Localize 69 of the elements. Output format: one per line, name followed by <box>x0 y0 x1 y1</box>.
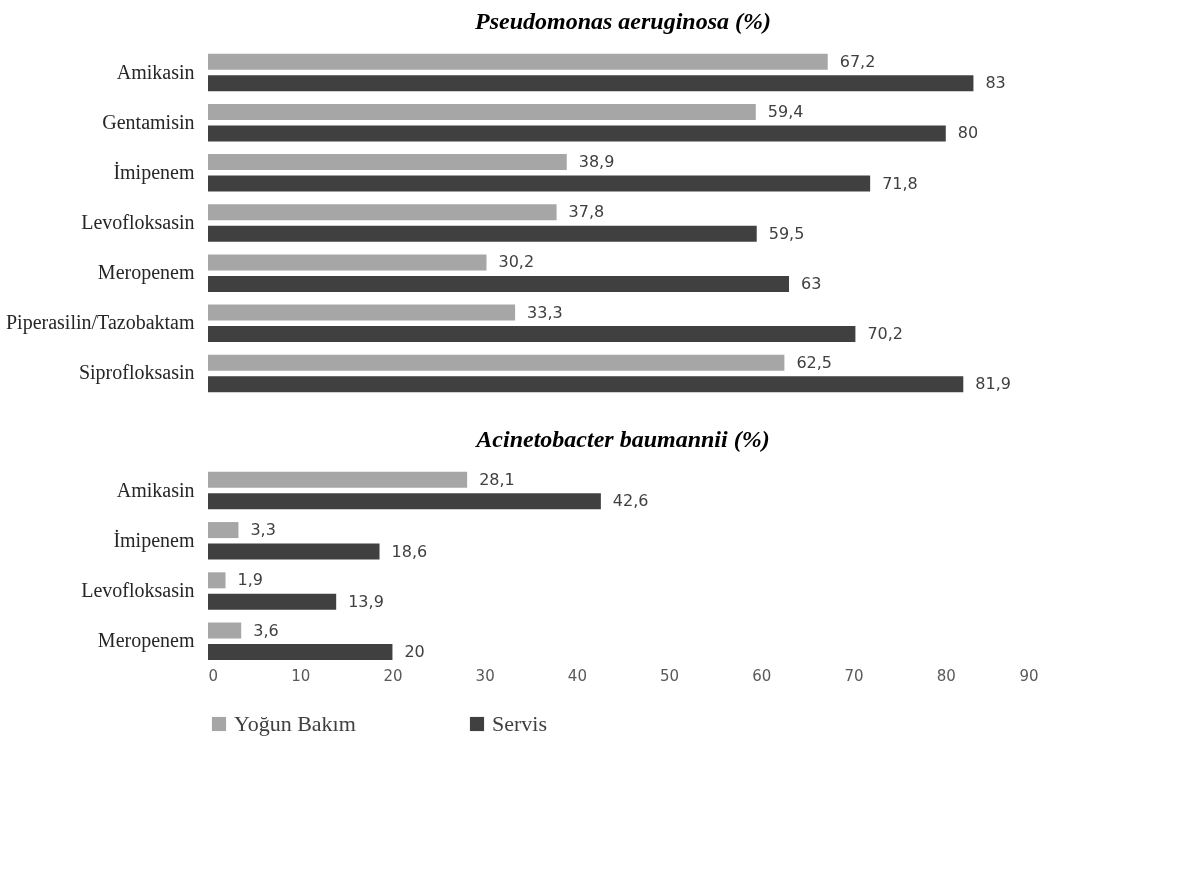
data-label: 63 <box>801 273 822 293</box>
bar <box>208 304 516 321</box>
bar <box>208 75 974 92</box>
bar <box>208 326 856 343</box>
bar <box>208 204 557 221</box>
x-tick-label: 40 <box>567 666 587 685</box>
data-label: 59,5 <box>768 223 805 243</box>
data-label: 71,8 <box>882 173 918 193</box>
bar <box>208 225 757 242</box>
y-tick-label: Piperasilin/Tazobaktam <box>5 311 195 335</box>
bar <box>208 175 871 192</box>
x-tick-label: 50 <box>660 666 680 685</box>
bar <box>208 644 393 661</box>
bar <box>208 572 226 589</box>
data-label: 28,1 <box>479 469 515 489</box>
x-tick-label: 60 <box>752 666 772 685</box>
x-tick-label: 10 <box>291 666 311 685</box>
bar <box>208 522 239 539</box>
y-tick-label: Amikasin <box>116 60 195 83</box>
bar <box>208 53 828 70</box>
x-tick-label: 90 <box>1019 666 1039 685</box>
data-label: 13,9 <box>348 591 384 611</box>
legend-label: Yoğun Bakım <box>234 711 356 736</box>
bar <box>208 493 601 510</box>
data-label: 20 <box>404 642 425 662</box>
y-tick-label: Levofloksasin <box>81 211 195 233</box>
legend-label: Servis <box>492 711 547 736</box>
x-tick-label: 70 <box>844 666 864 685</box>
chart-title: Pseudomonas aeruginosa (%) <box>473 8 772 34</box>
x-tick-label: 0 <box>208 666 219 685</box>
bar <box>208 254 487 271</box>
data-label: 37,8 <box>568 202 605 222</box>
y-tick-label: Gentamisin <box>102 110 195 133</box>
y-tick-label: Levofloksasin <box>81 579 195 602</box>
data-label: 1,9 <box>237 570 263 590</box>
bar <box>208 471 468 488</box>
bar <box>208 103 756 120</box>
data-label: 38,9 <box>578 152 615 172</box>
data-label: 59,4 <box>767 101 804 121</box>
x-tick-label: 80 <box>936 666 956 685</box>
data-label: 81,9 <box>975 374 1011 394</box>
bar <box>208 125 946 142</box>
bar <box>208 622 242 639</box>
data-label: 33,3 <box>527 302 563 322</box>
bar <box>208 275 789 292</box>
data-label: 62,5 <box>796 352 833 372</box>
data-label: 80 <box>957 123 979 143</box>
data-label: 83 <box>985 73 1006 93</box>
x-tick-label: 20 <box>383 666 403 685</box>
bar <box>208 376 964 393</box>
y-tick-label: Meropenem <box>97 629 195 653</box>
data-label: 67,2 <box>839 51 876 71</box>
data-label: 3,3 <box>250 520 276 540</box>
data-label: 18,6 <box>391 541 428 561</box>
data-label: 3,6 <box>253 620 279 640</box>
data-label: 30,2 <box>498 252 535 272</box>
x-tick-label: 30 <box>475 666 495 685</box>
bar <box>208 354 785 371</box>
y-tick-label: İmipenem <box>113 160 195 184</box>
data-label: 70,2 <box>867 324 904 344</box>
y-tick-label: Amikasin <box>116 478 195 501</box>
chart-title: Acinetobacter baumannii (%) <box>474 426 770 452</box>
y-tick-label: İmipenem <box>113 528 195 552</box>
bar <box>208 543 380 560</box>
bar <box>208 154 567 171</box>
bar <box>208 593 337 610</box>
y-tick-label: Meropenem <box>97 261 195 285</box>
data-label: 42,6 <box>612 491 649 511</box>
y-tick-label: Siprofloksasin <box>78 361 195 385</box>
